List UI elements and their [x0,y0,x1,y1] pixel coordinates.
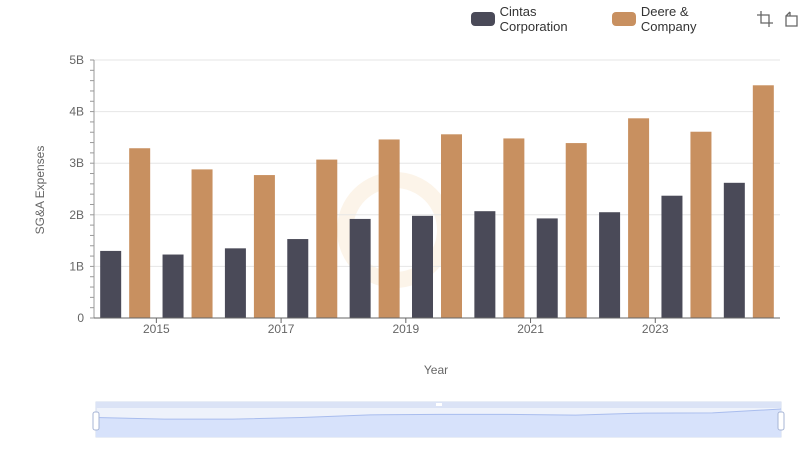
bar-cintas-2016 [224,248,246,318]
legend-item-deere[interactable]: Deere & Company [612,4,742,34]
bar-deere-2022 [628,118,650,318]
datazoom-area [96,409,781,437]
datazoom-slider[interactable] [92,401,785,438]
bar-cintas-2017 [287,239,309,318]
bar-cintas-2018 [349,218,371,318]
restore-icon[interactable] [782,10,800,28]
bar-cintas-2022 [599,212,621,318]
legend-label-deere: Deere & Company [640,4,697,34]
bar-deere-2015 [191,169,213,318]
bar-deere-2020 [503,138,525,318]
bar-cintas-2020 [474,211,496,318]
bar-cintas-2015 [162,254,184,318]
datazoom-handle-right [777,411,785,431]
y-tick-label: 2B [69,208,84,222]
x-tick-label: 2021 [517,322,544,336]
legend-label-cintas: Cintas Corporation [499,4,568,34]
bar-cintas-2021 [536,218,558,318]
y-tick-label: 4B [69,105,84,119]
bar-deere-2019 [441,134,462,318]
x-tick-label: 2015 [143,322,170,336]
bar-deere-2017 [316,159,338,318]
bar-deere-2023 [690,131,712,318]
bar-deere-2018 [378,139,400,318]
legend-swatch-deere [612,12,636,26]
x-tick-label: 2023 [642,322,669,336]
datazoom-handle-left [92,411,100,431]
datazoom-line [95,408,782,420]
bars [100,85,774,318]
datazoom-grip [436,403,442,406]
bar-cintas-2014 [100,250,122,318]
toolbox [756,10,800,28]
bar-cintas-2024 [723,182,745,318]
bar-deere-2024 [752,85,774,318]
zoom-icon[interactable] [756,10,774,28]
axes: 0 1B 2B 3B 4B 5B 2015 2017 2019 2021 2023 [69,53,780,336]
y-tick-label: 0 [77,311,84,325]
y-tick-label: 1B [69,259,84,273]
x-tick-label: 2017 [268,322,295,336]
bar-deere-2021 [565,143,587,318]
x-tick-label: 2019 [392,322,419,336]
legend-swatch-cintas [471,12,495,26]
bar-deere-2016 [253,175,275,318]
bar-cintas-2019 [412,215,433,318]
y-tick-label: 5B [69,53,84,67]
y-axis-label: SG&A Expenses [33,146,47,235]
y-tick-label: 3B [69,156,84,170]
x-axis-label: Year [424,363,448,377]
bar-cintas-2023 [661,195,683,318]
legend-item-cintas[interactable]: Cintas Corporation [471,4,602,34]
bar-deere-2014 [129,148,151,318]
legend: Cintas Corporation Deere & Company [471,4,800,34]
